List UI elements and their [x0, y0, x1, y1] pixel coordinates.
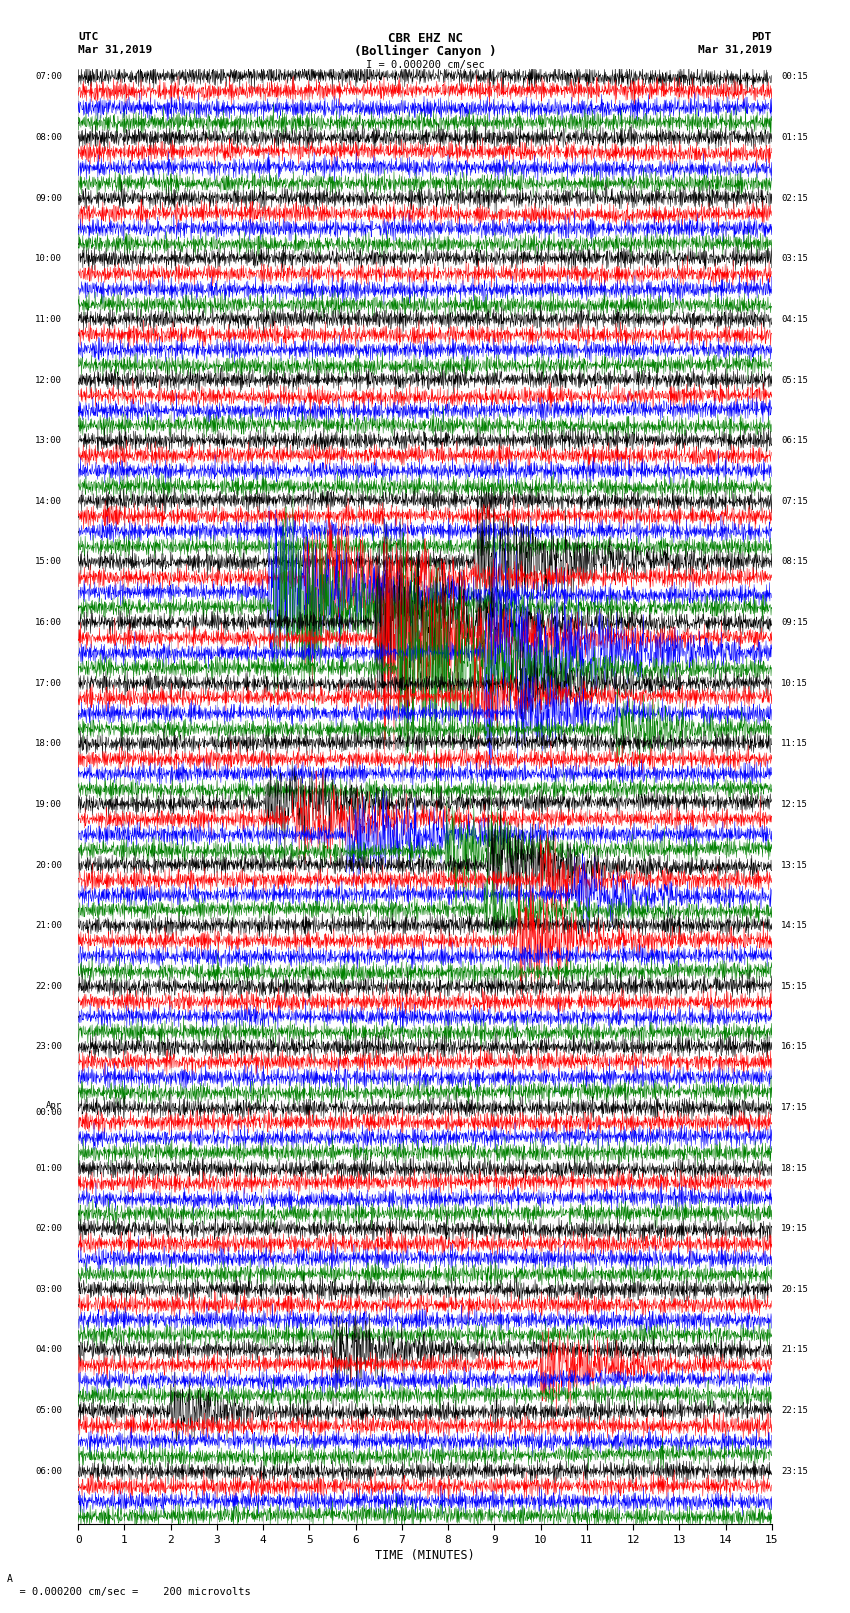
Text: 07:00: 07:00 — [35, 73, 62, 81]
Text: UTC: UTC — [78, 32, 99, 42]
Text: 15:15: 15:15 — [781, 982, 807, 990]
Text: 08:00: 08:00 — [35, 132, 62, 142]
Text: 19:00: 19:00 — [35, 800, 62, 808]
Text: PDT: PDT — [751, 32, 772, 42]
X-axis label: TIME (MINUTES): TIME (MINUTES) — [375, 1548, 475, 1561]
Text: Mar 31,2019: Mar 31,2019 — [698, 45, 772, 55]
Text: 05:15: 05:15 — [781, 376, 807, 384]
Text: CBR EHZ NC: CBR EHZ NC — [388, 32, 462, 45]
Text: 10:15: 10:15 — [781, 679, 807, 687]
Text: = 0.000200 cm/sec =    200 microvolts: = 0.000200 cm/sec = 200 microvolts — [7, 1587, 251, 1597]
Text: 21:00: 21:00 — [35, 921, 62, 931]
Text: 15:00: 15:00 — [35, 558, 62, 566]
Text: 13:15: 13:15 — [781, 860, 807, 869]
Text: 09:15: 09:15 — [781, 618, 807, 627]
Text: 14:00: 14:00 — [35, 497, 62, 506]
Text: 00:15: 00:15 — [781, 73, 807, 81]
Text: 13:00: 13:00 — [35, 436, 62, 445]
Text: I = 0.000200 cm/sec: I = 0.000200 cm/sec — [366, 60, 484, 69]
Text: 06:15: 06:15 — [781, 436, 807, 445]
Text: 22:00: 22:00 — [35, 982, 62, 990]
Text: (Bollinger Canyon ): (Bollinger Canyon ) — [354, 45, 496, 58]
Text: 11:00: 11:00 — [35, 315, 62, 324]
Text: 04:00: 04:00 — [35, 1345, 62, 1355]
Text: 12:00: 12:00 — [35, 376, 62, 384]
Text: 18:00: 18:00 — [35, 739, 62, 748]
Text: 19:15: 19:15 — [781, 1224, 807, 1234]
Text: 16:00: 16:00 — [35, 618, 62, 627]
Text: 18:15: 18:15 — [781, 1163, 807, 1173]
Text: 14:15: 14:15 — [781, 921, 807, 931]
Text: 06:00: 06:00 — [35, 1466, 62, 1476]
Text: 20:00: 20:00 — [35, 860, 62, 869]
Text: 08:15: 08:15 — [781, 558, 807, 566]
Text: 03:00: 03:00 — [35, 1286, 62, 1294]
Text: 01:15: 01:15 — [781, 132, 807, 142]
Text: 02:15: 02:15 — [781, 194, 807, 203]
Text: 23:15: 23:15 — [781, 1466, 807, 1476]
Text: 20:15: 20:15 — [781, 1286, 807, 1294]
Text: 00:00: 00:00 — [35, 1108, 62, 1118]
Text: 21:15: 21:15 — [781, 1345, 807, 1355]
Text: 17:00: 17:00 — [35, 679, 62, 687]
Text: 17:15: 17:15 — [781, 1103, 807, 1111]
Text: 04:15: 04:15 — [781, 315, 807, 324]
Text: 07:15: 07:15 — [781, 497, 807, 506]
Text: 12:15: 12:15 — [781, 800, 807, 808]
Text: 01:00: 01:00 — [35, 1163, 62, 1173]
Text: 11:15: 11:15 — [781, 739, 807, 748]
Text: 03:15: 03:15 — [781, 255, 807, 263]
Text: 16:15: 16:15 — [781, 1042, 807, 1052]
Text: 22:15: 22:15 — [781, 1407, 807, 1415]
Text: 02:00: 02:00 — [35, 1224, 62, 1234]
Text: 23:00: 23:00 — [35, 1042, 62, 1052]
Text: 10:00: 10:00 — [35, 255, 62, 263]
Text: 09:00: 09:00 — [35, 194, 62, 203]
Text: 05:00: 05:00 — [35, 1407, 62, 1415]
Text: Apr: Apr — [46, 1100, 62, 1110]
Text: Mar 31,2019: Mar 31,2019 — [78, 45, 152, 55]
Text: A: A — [7, 1574, 13, 1584]
